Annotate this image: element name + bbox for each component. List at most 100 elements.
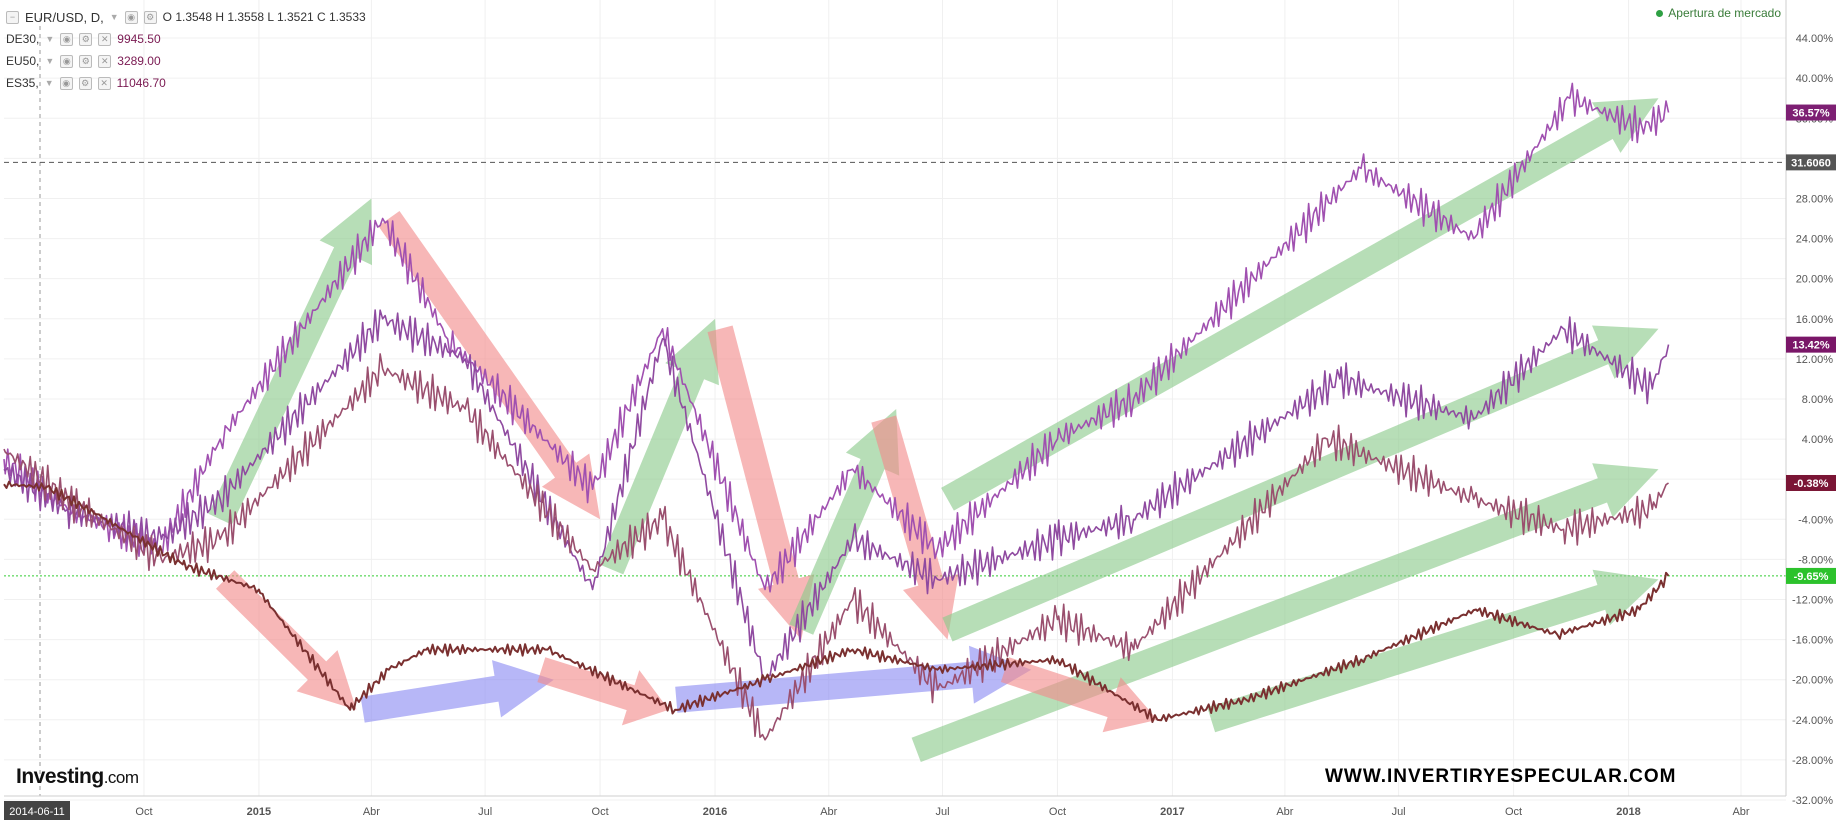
brand-name: Investing xyxy=(16,765,104,788)
trend-arrow-up xyxy=(789,409,900,635)
x-tick-label: Oct xyxy=(135,806,152,818)
legend-row-overlay: EU50, ▼ ◉ ⚙ ✕ 3289.00 xyxy=(6,50,366,72)
gear-icon[interactable]: ⚙ xyxy=(79,32,93,46)
eye-icon[interactable]: ◉ xyxy=(60,54,74,68)
overlay-symbol[interactable]: ES35, xyxy=(6,76,39,90)
price-badge-label: 36.57% xyxy=(1792,108,1830,120)
x-tick-label: Jul xyxy=(935,806,949,818)
chevron-down-icon[interactable]: ▼ xyxy=(109,12,119,22)
legend-row-overlay: ES35, ▼ ◉ ⚙ ✕ 11046.70 xyxy=(6,72,366,94)
series-line-eur-usd xyxy=(3,480,1670,723)
brand-logo: Investing.com xyxy=(16,765,139,789)
series-line-eu50 xyxy=(3,309,1670,681)
trend-arrow-down xyxy=(378,211,601,520)
x-tick-label: Oct xyxy=(1505,806,1522,818)
y-tick-label: 12.00% xyxy=(1796,354,1834,366)
y-tick-label: 16.00% xyxy=(1796,314,1834,326)
price-badge-label: -9.65% xyxy=(1794,571,1829,583)
eye-icon[interactable]: ◉ xyxy=(124,10,138,24)
close-icon[interactable]: ✕ xyxy=(98,32,112,46)
y-tick-label: -12.00% xyxy=(1792,594,1833,606)
price-badge xyxy=(1786,474,1836,491)
x-axis-cursor-badge xyxy=(4,801,70,820)
y-tick-label: 20.00% xyxy=(1796,274,1834,286)
x-tick-label: 2016 xyxy=(703,806,727,818)
y-tick-label: 8.00% xyxy=(1802,394,1833,406)
trend-arrow-side xyxy=(675,645,1032,713)
x-tick-label: 2018 xyxy=(1616,806,1640,818)
y-tick-label: -4.00% xyxy=(1798,514,1833,526)
brand-suffix: .com xyxy=(103,768,139,787)
price-badge-label: 13.42% xyxy=(1792,340,1830,352)
x-tick-label: 2014-06-11 xyxy=(9,806,64,818)
chevron-down-icon[interactable]: ▼ xyxy=(45,34,55,44)
x-tick-label: Abr xyxy=(820,806,837,818)
eye-icon[interactable]: ◉ xyxy=(59,76,73,90)
trend-arrow-up xyxy=(1207,569,1659,733)
y-tick-label: 4.00% xyxy=(1802,434,1833,446)
y-tick-label: -28.00% xyxy=(1792,755,1833,767)
y-tick-label: -16.00% xyxy=(1792,635,1833,647)
x-tick-label: Oct xyxy=(1049,806,1066,818)
close-icon[interactable]: ✕ xyxy=(97,76,111,90)
x-tick-label: Abr xyxy=(1732,806,1749,818)
legend-row-overlay: DE30, ▼ ◉ ⚙ ✕ 9945.50 xyxy=(6,28,366,50)
price-badge-label: 31.6060 xyxy=(1791,157,1831,169)
trend-arrow-down xyxy=(537,657,669,726)
overlay-value: 3289.00 xyxy=(117,54,161,68)
price-badge xyxy=(1786,154,1836,171)
price-badges: 36.57% 31.6060 13.42% -0.38% -9.65% xyxy=(1786,104,1836,584)
gear-icon[interactable]: ⚙ xyxy=(78,76,92,90)
y-tick-label: -8.00% xyxy=(1798,554,1833,566)
y-tick-label: 28.00% xyxy=(1796,193,1834,205)
series-line-es35 xyxy=(3,353,1669,741)
trend-arrow-up xyxy=(599,318,719,575)
price-badge xyxy=(1786,104,1836,121)
legend-row-main: − EUR/USD, D, ▼ ◉ ⚙ O 1.3548 H 1.3558 L … xyxy=(6,6,366,28)
eye-icon[interactable]: ◉ xyxy=(60,32,74,46)
market-status: Apertura de mercado xyxy=(1656,6,1781,20)
market-status-label: Apertura de mercado xyxy=(1668,6,1781,20)
chevron-down-icon[interactable]: ▼ xyxy=(45,56,55,66)
main-symbol[interactable]: EUR/USD, D, xyxy=(25,9,104,25)
trend-arrow-up xyxy=(208,198,372,525)
gear-icon[interactable]: ⚙ xyxy=(79,54,93,68)
y-tick-label: 40.00% xyxy=(1796,73,1834,85)
y-tick-label: -24.00% xyxy=(1792,715,1833,727)
x-tick-label: Abr xyxy=(363,806,380,818)
reference-lines xyxy=(4,161,1786,577)
x-tick-label: Abr xyxy=(1276,806,1293,818)
x-axis: 2014-06-11 Oct 2015 Abr Jul Oct 2016 Abr Jul Oct 2… xyxy=(4,795,1786,820)
y-axis: 44.00%40.00%36.00%32.00%28.00%24.00%20.0… xyxy=(1785,0,1834,807)
x-tick-label: Jul xyxy=(478,806,492,818)
chevron-down-icon[interactable]: ▼ xyxy=(44,78,54,88)
collapse-icon[interactable]: − xyxy=(6,10,19,24)
watermark-text: WWW.INVERTIRYESPECULAR.COM xyxy=(1325,766,1677,787)
series-lines xyxy=(3,82,1670,741)
gear-icon[interactable]: ⚙ xyxy=(143,10,157,24)
close-icon[interactable]: ✕ xyxy=(98,54,112,68)
trend-arrows xyxy=(208,98,1659,762)
y-tick-label: -32.00% xyxy=(1792,795,1833,807)
trend-arrow-up xyxy=(942,325,1659,642)
y-tick-label: 44.00% xyxy=(1796,33,1834,45)
trend-arrow-down xyxy=(1000,657,1158,733)
trend-arrow-down xyxy=(707,325,815,640)
x-tick-label: Oct xyxy=(592,806,609,818)
trend-arrow-side xyxy=(360,660,554,723)
status-dot-icon xyxy=(1656,10,1664,18)
y-tick-label: -20.00% xyxy=(1792,675,1833,687)
overlay-symbol[interactable]: DE30, xyxy=(6,32,40,46)
overlay-value: 9945.50 xyxy=(117,32,161,46)
ohlc-values: O 1.3548 H 1.3558 L 1.3521 C 1.3533 xyxy=(162,10,366,24)
overlay-value: 11046.70 xyxy=(116,76,166,90)
price-badge xyxy=(1786,336,1836,353)
price-badge-label: -0.38% xyxy=(1794,478,1829,490)
y-tick-label: 24.00% xyxy=(1796,234,1834,246)
series-line-de30 xyxy=(3,82,1670,593)
price-badge xyxy=(1786,567,1836,584)
legend: − EUR/USD, D, ▼ ◉ ⚙ O 1.3548 H 1.3558 L … xyxy=(6,6,366,94)
x-tick-label: 2017 xyxy=(1160,806,1184,818)
overlay-symbol[interactable]: EU50, xyxy=(6,54,40,68)
